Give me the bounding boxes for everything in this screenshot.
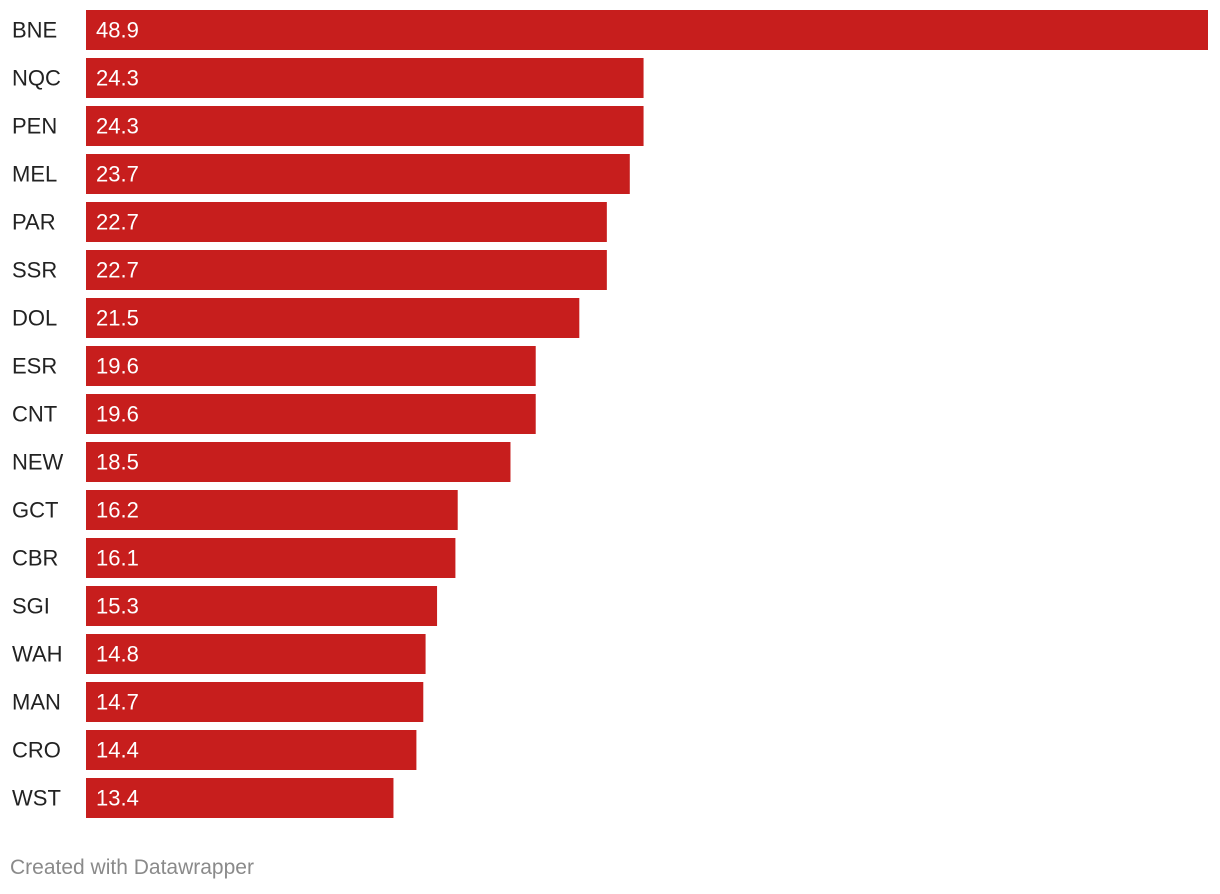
category-label-wah: WAH <box>12 642 63 667</box>
bar-mel <box>86 154 630 194</box>
bar-nqc <box>86 58 644 98</box>
value-label-wst: 13.4 <box>96 786 139 811</box>
value-label-wah: 14.8 <box>96 642 139 667</box>
category-label-wst: WST <box>12 786 61 811</box>
category-label-new: NEW <box>12 450 64 475</box>
bar-esr <box>86 346 536 386</box>
value-label-nqc: 24.3 <box>96 66 139 91</box>
bar-cnt <box>86 394 536 434</box>
category-label-gct: GCT <box>12 498 58 523</box>
bar-cro <box>86 730 417 770</box>
value-label-cbr: 16.1 <box>96 546 139 571</box>
bar-man <box>86 682 424 722</box>
bar-wah <box>86 634 426 674</box>
bars-group <box>86 10 1208 818</box>
value-label-man: 14.7 <box>96 690 139 715</box>
bar-sgi <box>86 586 438 626</box>
footer-credit[interactable]: Created with Datawrapper <box>10 856 254 879</box>
value-label-cro: 14.4 <box>96 738 139 763</box>
category-label-cbr: CBR <box>12 546 58 571</box>
bar-gct <box>86 490 458 530</box>
category-labels-group: BNE NQC PEN MEL PAR SSR DOL ESR CNT NEW GCT CBR SGI W… <box>12 18 64 811</box>
bar-par <box>86 202 607 242</box>
value-label-dol: 21.5 <box>96 306 139 331</box>
category-label-par: PAR <box>12 210 56 235</box>
category-label-bne: BNE <box>12 18 57 43</box>
category-label-cro: CRO <box>12 738 61 763</box>
bar-pen <box>86 106 644 146</box>
category-label-man: MAN <box>12 690 61 715</box>
bar-wst <box>86 778 394 818</box>
value-label-esr: 19.6 <box>96 354 139 379</box>
value-label-par: 22.7 <box>96 210 139 235</box>
bar-cbr <box>86 538 456 578</box>
category-label-nqc: NQC <box>12 66 61 91</box>
value-label-new: 18.5 <box>96 450 139 475</box>
bar-new <box>86 442 511 482</box>
value-label-cnt: 19.6 <box>96 402 139 427</box>
category-label-dol: DOL <box>12 306 57 331</box>
value-label-sgi: 15.3 <box>96 594 139 619</box>
category-label-esr: ESR <box>12 354 57 379</box>
value-label-mel: 23.7 <box>96 162 139 187</box>
value-label-gct: 16.2 <box>96 498 139 523</box>
value-label-pen: 24.3 <box>96 114 139 139</box>
bar-dol <box>86 298 580 338</box>
bar-ssr <box>86 250 607 290</box>
value-label-ssr: 22.7 <box>96 258 139 283</box>
category-label-pen: PEN <box>12 114 57 139</box>
value-labels-group: 48.9 24.3 24.3 23.7 22.7 22.7 21.5 19.6 19.6 18.5… <box>96 18 139 811</box>
category-label-mel: MEL <box>12 162 57 187</box>
category-label-ssr: SSR <box>12 258 57 283</box>
category-label-cnt: CNT <box>12 402 57 427</box>
bar-bne <box>86 10 1208 50</box>
value-label-bne: 48.9 <box>96 18 139 43</box>
category-label-sgi: SGI <box>12 594 50 619</box>
